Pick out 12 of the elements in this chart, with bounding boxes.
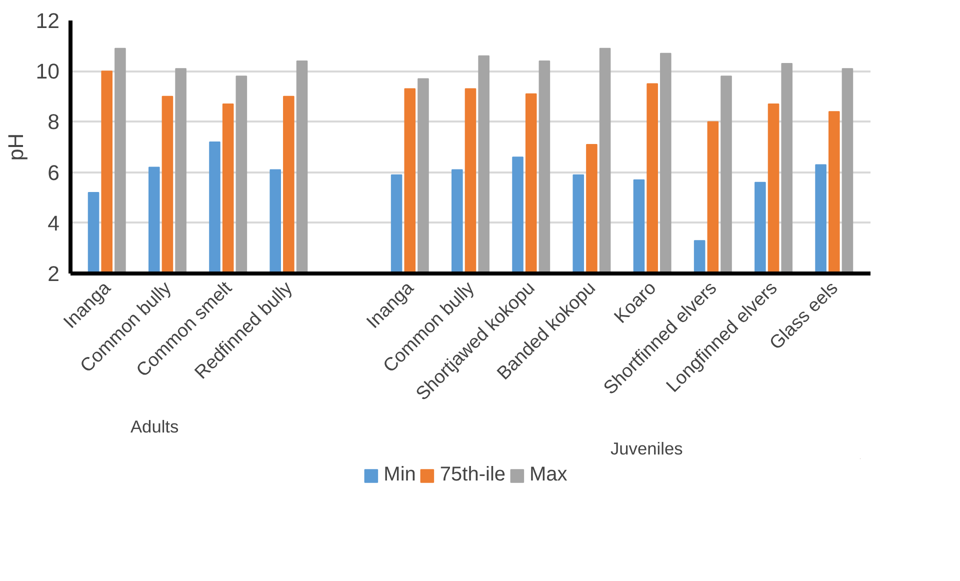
y-tick-label: 8 [48, 110, 60, 134]
y-axis-title: pH [4, 133, 28, 161]
y-tick-label: 10 [36, 60, 60, 84]
legend-label: 75th-ile [440, 464, 506, 486]
y-tick-label: 12 [36, 9, 60, 33]
y-tick-label: 6 [48, 160, 60, 185]
y-tick-label: 4 [48, 211, 60, 236]
text: Adults [130, 416, 179, 436]
text: Juveniles [610, 438, 684, 458]
legend-label: Max [530, 464, 568, 486]
y-tick-label: 2 [48, 262, 60, 286]
legend-label: Min [384, 464, 416, 486]
